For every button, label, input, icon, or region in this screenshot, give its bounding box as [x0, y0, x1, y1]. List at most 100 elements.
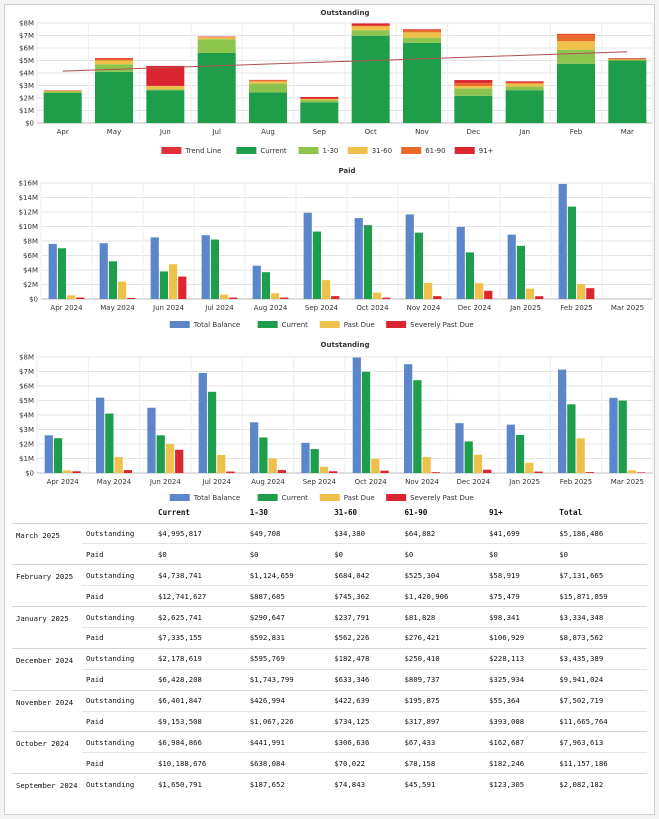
bar-current: [567, 404, 576, 473]
table-row: Paid $6,428,208 $1,743,799 $633,346 $809,737…: [12, 668, 647, 691]
legend-swatch: [401, 147, 422, 154]
bar-severely_past_due: [72, 471, 81, 473]
value-cell: $633,346: [330, 668, 401, 691]
table-row: February 2025 Outstanding $4,738,741 $1,124…: [12, 564, 647, 607]
month-cell: October 2024: [12, 731, 82, 774]
row-type-cell: Paid: [82, 668, 154, 691]
bar-severely_past_due: [382, 297, 391, 299]
x-tick-label: Feb: [570, 128, 583, 136]
bar-current: [515, 434, 525, 473]
bar-past_due: [475, 283, 484, 299]
table-row: Paid $12,741,627 $887,685 $745,362 $1,420,90…: [12, 585, 647, 607]
table-row: October 2024 Outstanding $6,984,866 $441,99…: [12, 731, 647, 774]
value-cell: $9,941,024: [555, 668, 647, 691]
bar-segment-d91: [454, 80, 493, 83]
legend-label: Past Due: [344, 494, 375, 502]
x-tick-label: Sep: [313, 128, 327, 136]
bar-segment-current: [454, 95, 493, 123]
bar-severely_past_due: [178, 276, 187, 299]
value-cell: $10,188,676: [154, 752, 246, 774]
bar-total_balance: [405, 214, 414, 299]
bar-total_balance: [303, 212, 312, 299]
x-tick-label: Aug 2024: [254, 304, 288, 312]
bar-segment-current: [300, 102, 339, 123]
value-cell: $887,685: [245, 585, 331, 607]
value-cell: $2,178,619: [154, 647, 246, 670]
y-tick-label: $14M: [19, 194, 38, 202]
header-91-plus: 91+: [485, 503, 556, 524]
value-cell: $1,650,791: [154, 773, 246, 795]
bar-total_balance: [456, 226, 465, 299]
legend-swatch: [257, 494, 278, 501]
bar-severely_past_due: [226, 471, 235, 473]
legend-swatch: [319, 321, 340, 328]
bar-current: [207, 391, 217, 473]
y-tick-label: $4M: [19, 412, 34, 420]
row-type-cell: Paid: [82, 543, 154, 565]
bar-severely_past_due: [433, 296, 442, 299]
bar-segment-current: [608, 60, 647, 123]
x-tick-label: Jun: [159, 128, 171, 136]
bar-segment-current: [351, 35, 390, 123]
bar-segment-d61_90: [300, 98, 339, 100]
header-61-90: 61-90: [400, 503, 486, 524]
bar-current: [361, 371, 371, 473]
y-tick-label: $6M: [19, 45, 34, 53]
x-tick-label: Nov 2024: [407, 304, 441, 312]
x-tick-label: Sep 2024: [305, 304, 339, 312]
x-tick-label: Jul 2024: [201, 478, 231, 486]
value-cell: $187,652: [245, 773, 331, 795]
bar-segment-d91: [505, 81, 544, 83]
value-cell: $325,934: [485, 668, 556, 691]
outstanding-grouped-chart: Outstanding $0 $1M $2M $3M $4M $5M $6M $7M $8M Apr…: [19, 341, 654, 502]
bar-segment-d1_30: [351, 30, 390, 36]
row-type-cell: Outstanding: [82, 522, 154, 544]
chart-title: Outstanding: [321, 9, 370, 17]
value-cell: $98,341: [485, 606, 556, 628]
value-cell: $250,410: [400, 647, 486, 670]
value-cell: $0: [245, 543, 331, 565]
value-cell: $58,919: [485, 564, 556, 586]
bar-segment-d91: [557, 33, 595, 35]
month-cell: January 2025: [12, 606, 82, 649]
legend-swatch: [169, 494, 190, 501]
y-tick-label: $6M: [23, 252, 38, 260]
x-tick-label: Mar 2025: [611, 304, 644, 312]
x-tick-label: Jan 2025: [508, 478, 540, 486]
y-tick-label: $1M: [19, 455, 34, 463]
value-cell: $55,364: [485, 689, 556, 712]
legend-label: Severely Past Due: [410, 321, 474, 329]
x-tick-label: Dec 2024: [457, 478, 491, 486]
bar-current: [53, 438, 63, 473]
bar-segment-d31_60: [300, 99, 339, 101]
x-tick-label: Feb 2025: [560, 478, 592, 486]
x-tick-label: Aug: [261, 128, 275, 136]
bar-past_due: [118, 281, 127, 299]
value-cell: $441,991: [245, 731, 331, 753]
bar-segment-d1_30: [505, 86, 544, 91]
bar-total_balance: [48, 243, 57, 299]
month-cell: December 2024: [12, 647, 82, 691]
legend-swatch: [236, 147, 257, 154]
bar-current: [259, 437, 268, 473]
bar-segment-d61_90: [505, 82, 544, 84]
header-31-60: 31-60: [330, 503, 401, 524]
bar-past_due: [322, 280, 331, 299]
bar-current: [108, 261, 117, 299]
table-body: March 2025 Outstanding $4,995,817 $49,708 $3…: [12, 522, 647, 795]
bar-segment-d61_90: [351, 25, 390, 27]
legend-label: Current: [282, 494, 309, 502]
bar-current: [105, 413, 114, 473]
x-tick-label: May 2024: [97, 478, 132, 486]
bar-total_balance: [96, 397, 105, 473]
bar-total_balance: [99, 243, 108, 299]
bar-total_balance: [198, 372, 207, 473]
value-cell: $426,994: [245, 689, 331, 712]
legend-label: 61-90: [425, 147, 445, 155]
value-cell: $0: [555, 543, 647, 565]
bar-past_due: [525, 462, 534, 473]
value-cell: $78,158: [400, 752, 486, 774]
legend-swatch: [257, 321, 278, 328]
y-tick-label: $5M: [19, 57, 34, 65]
value-cell: $393,008: [485, 710, 556, 732]
